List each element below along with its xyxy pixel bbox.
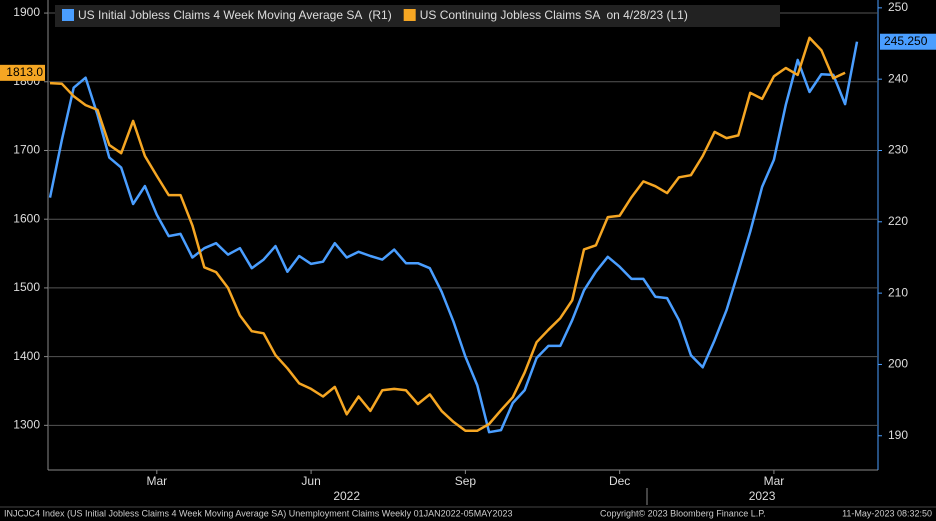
x-group-label: 2022 [333,489,360,503]
x-tick-label: Sep [455,474,477,488]
y2-tick-label: 250 [888,0,908,14]
legend-swatch [403,9,416,21]
legend-box [55,5,780,27]
y2-tick-label: 240 [888,71,908,85]
y-tick-label: 1300 [13,418,40,432]
y-tick-label: 1400 [13,349,40,363]
y-tick-label: 1700 [13,143,40,157]
y2-tick-label: 210 [888,285,908,299]
y2-tick-label: 230 [888,143,908,157]
y2-tick-label: 200 [888,357,908,371]
value-label-box [0,64,45,81]
y2-tick-label: 190 [888,428,908,442]
footer-copyright: Copyright© 2023 Bloomberg Finance L.P. [600,508,766,518]
footer-source: INJCJC4 Index (US Initial Jobless Claims… [4,508,513,518]
x-group-label: 2023 [749,489,776,503]
x-tick-label: Jun [301,474,320,488]
y-tick-label: 1900 [13,5,40,19]
legend-label: US Continuing Jobless Claims SA on 4/28/… [420,8,688,22]
value-label: 245.250 [884,34,928,48]
series-line [48,41,859,434]
y-tick-label: 1600 [13,211,40,225]
x-tick-label: Dec [609,474,630,488]
value-label: 1813.0 [6,65,43,79]
x-tick-label: Mar [146,474,167,488]
series-line [49,36,846,433]
y2-tick-label: 220 [888,214,908,228]
y-tick-label: 1500 [13,280,40,294]
legend-swatch [62,9,74,21]
x-tick-label: Mar [764,474,785,488]
value-label-box [880,33,936,50]
footer-timestamp: 11-May-2023 08:32:50 [842,508,932,518]
legend-label: US Initial Jobless Claims 4 Week Moving … [78,8,392,22]
